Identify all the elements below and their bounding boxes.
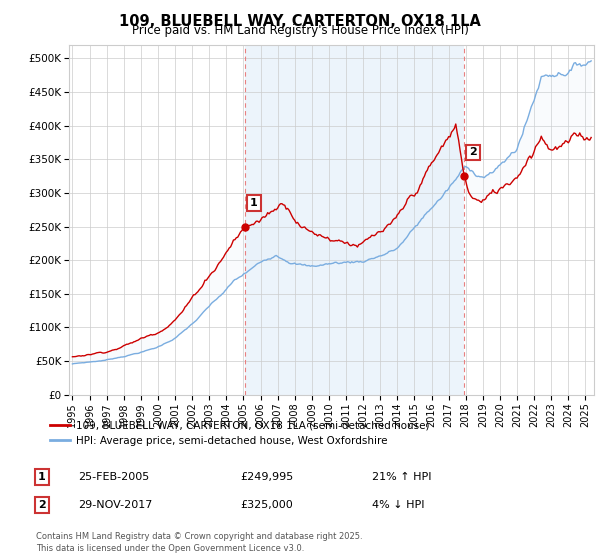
Text: £325,000: £325,000	[240, 500, 293, 510]
Text: 109, BLUEBELL WAY, CARTERTON, OX18 1LA: 109, BLUEBELL WAY, CARTERTON, OX18 1LA	[119, 14, 481, 29]
Text: 21% ↑ HPI: 21% ↑ HPI	[372, 472, 431, 482]
Text: 25-FEB-2005: 25-FEB-2005	[78, 472, 149, 482]
Text: 2: 2	[469, 147, 477, 157]
Text: Price paid vs. HM Land Registry's House Price Index (HPI): Price paid vs. HM Land Registry's House …	[131, 24, 469, 36]
Text: 1: 1	[250, 198, 258, 208]
Text: 1: 1	[38, 472, 46, 482]
Legend: 109, BLUEBELL WAY, CARTERTON, OX18 1LA (semi-detached house), HPI: Average price: 109, BLUEBELL WAY, CARTERTON, OX18 1LA (…	[46, 418, 432, 449]
Text: 2: 2	[38, 500, 46, 510]
Bar	[245, 45, 464, 395]
Text: Contains HM Land Registry data © Crown copyright and database right 2025.
This d: Contains HM Land Registry data © Crown c…	[36, 532, 362, 553]
Text: 4% ↓ HPI: 4% ↓ HPI	[372, 500, 425, 510]
Text: £249,995: £249,995	[240, 472, 293, 482]
Text: 29-NOV-2017: 29-NOV-2017	[78, 500, 152, 510]
